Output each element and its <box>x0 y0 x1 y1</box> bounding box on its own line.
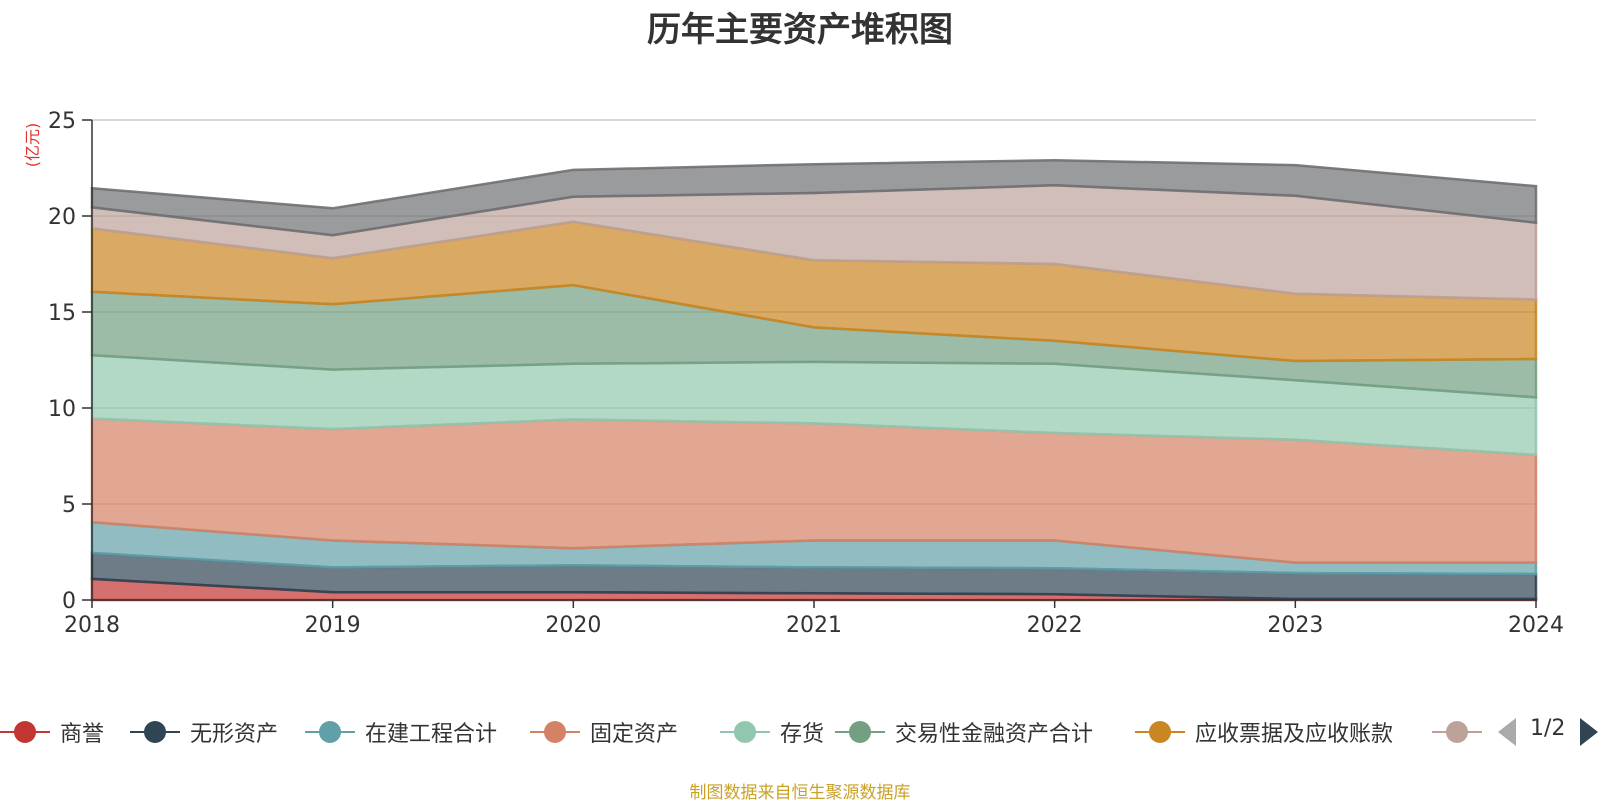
legend-prev-page-button[interactable] <box>1498 718 1516 746</box>
x-tick-label: 2021 <box>786 613 842 638</box>
legend-label: 在建工程合计 <box>365 722 498 747</box>
x-tick-label: 2022 <box>1027 613 1083 638</box>
legend-label: 无形资产 <box>190 722 279 747</box>
area-series <box>90 159 1538 602</box>
x-tick-label: 2024 <box>1508 613 1564 638</box>
x-tick-label: 2018 <box>64 613 120 638</box>
legend-symbol <box>835 720 885 744</box>
legend-symbol <box>0 720 50 744</box>
y-tick-label: 10 <box>48 397 76 422</box>
area-series-9[interactable] <box>90 159 1538 237</box>
x-tick-label: 2020 <box>545 613 601 638</box>
y-tick-label: 15 <box>48 301 76 326</box>
legend-symbol <box>130 720 180 744</box>
legend-symbol <box>1135 720 1185 744</box>
y-tick-label: 25 <box>48 109 76 134</box>
legend-item[interactable]: 无形资产 <box>130 712 278 752</box>
legend-next-page-button[interactable] <box>1580 718 1598 746</box>
x-tick-label: 2019 <box>305 613 361 638</box>
legend-item[interactable]: 商誉 <box>0 712 104 752</box>
x-tick-label: 2023 <box>1267 613 1323 638</box>
y-tick-label: 0 <box>62 589 76 614</box>
legend-label: 交易性金融资产合计 <box>895 722 1094 747</box>
y-axis-label: (亿元) <box>23 123 42 168</box>
legend-symbol <box>720 720 770 744</box>
chart-title: 历年主要资产堆积图 <box>647 10 953 50</box>
legend-item[interactable]: 存货 <box>720 712 824 752</box>
legend-item[interactable]: 应收票据及应收账款 <box>1135 712 1393 752</box>
legend-page-indicator: 1/2 <box>1530 716 1566 741</box>
y-tick-label: 20 <box>48 205 76 230</box>
legend-item[interactable] <box>1432 712 1492 752</box>
legend: 商誉 无形资产 在建工程合计 固定资产 存货 交易性金融资产合计 应收票据及应收账款 1/2 <box>0 712 1600 752</box>
legend-item[interactable]: 交易性金融资产合计 <box>835 712 1093 752</box>
legend-symbol <box>1432 720 1482 744</box>
source-note: 制图数据来自恒生聚源数据库 <box>689 783 911 803</box>
legend-label: 应收票据及应收账款 <box>1195 722 1394 747</box>
legend-symbol <box>530 720 580 744</box>
axes: 0 5 10 15 20 25 2018 2019 2020 2021 2022 2023 2024 <box>48 109 1564 638</box>
y-tick-label: 5 <box>62 493 76 518</box>
legend-symbol <box>305 720 355 744</box>
legend-label: 存货 <box>780 722 825 747</box>
legend-item[interactable]: 固定资产 <box>530 712 678 752</box>
legend-label: 商誉 <box>60 722 105 747</box>
legend-item[interactable]: 在建工程合计 <box>305 712 497 752</box>
legend-label: 固定资产 <box>590 722 679 747</box>
stacked-area-chart: 0 5 10 15 20 25 2018 2019 2020 2021 2022 2023 2024 (… <box>23 109 1564 638</box>
